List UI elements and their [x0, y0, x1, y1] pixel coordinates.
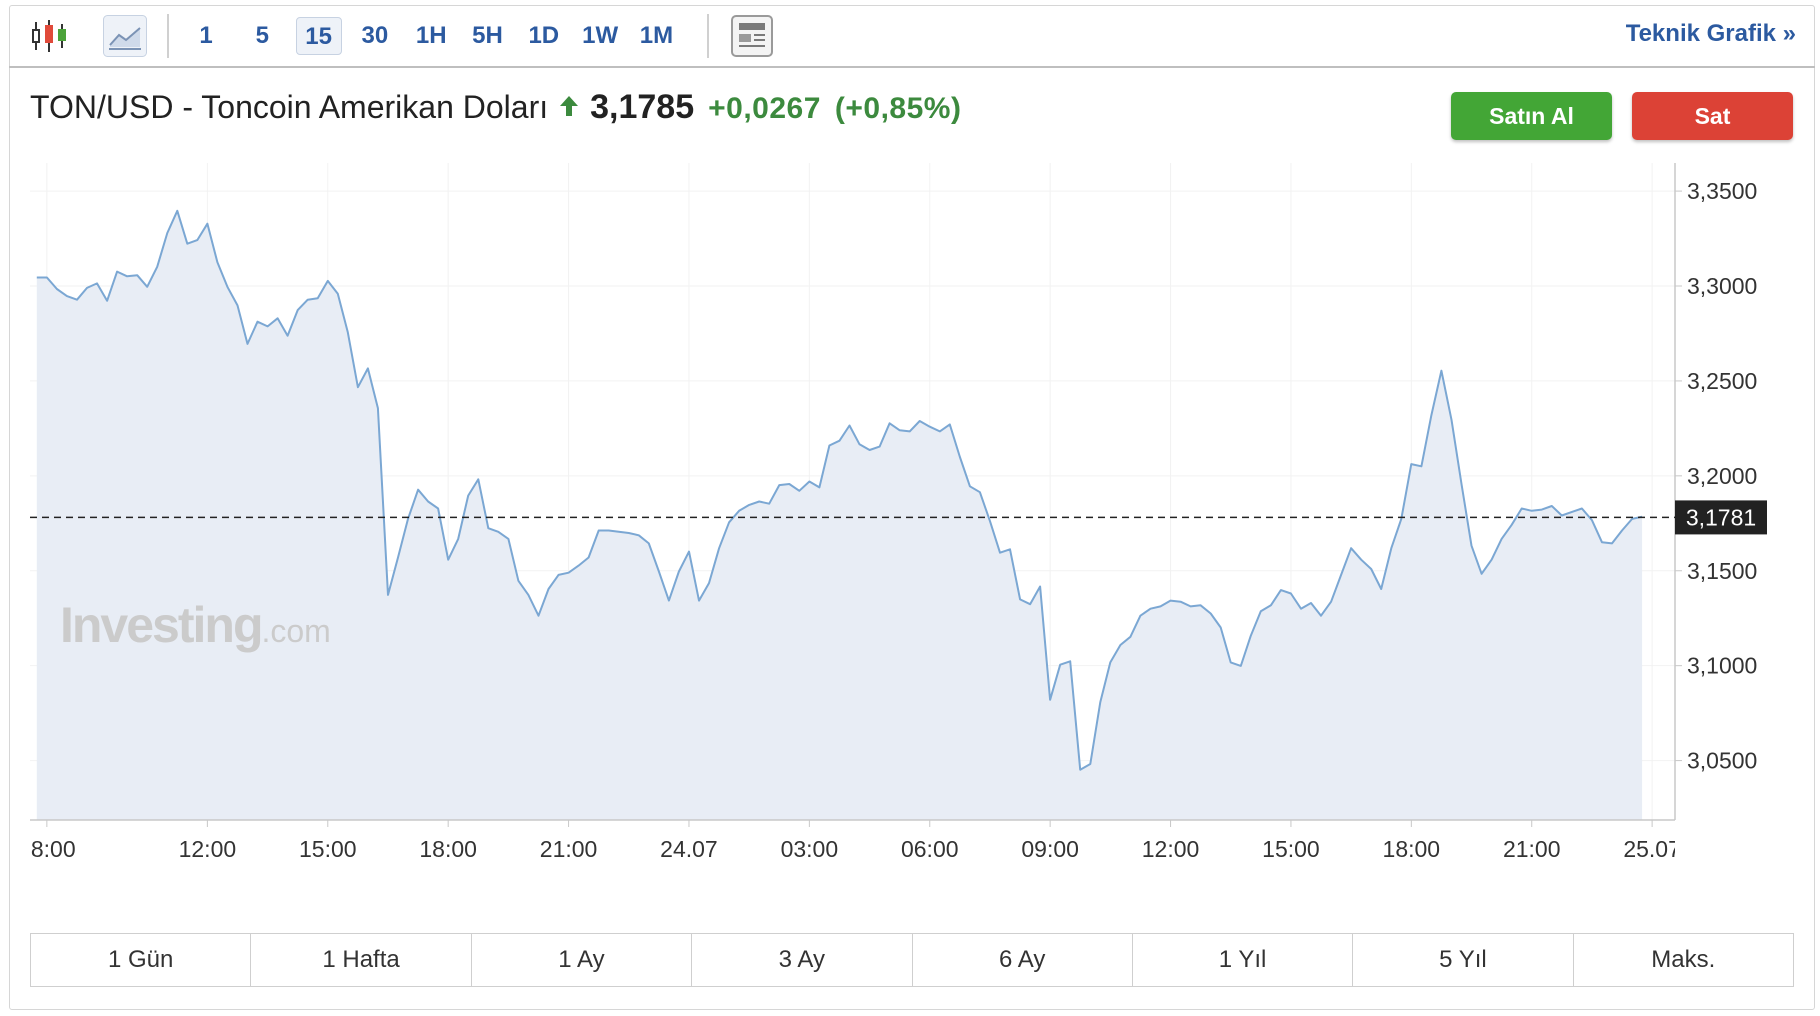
technical-chart-link[interactable]: Teknik Grafik » — [1625, 20, 1796, 47]
watermark-suffix: .com — [261, 613, 331, 649]
y-tick-label: 3,2000 — [1687, 463, 1757, 489]
interval-button[interactable]: 1W — [582, 22, 619, 49]
interval-button[interactable]: 15 — [295, 17, 342, 55]
y-tick-label: 3,3500 — [1687, 178, 1757, 204]
interval-button[interactable]: 1D — [528, 22, 560, 49]
reference-label: 3,1781 — [1686, 504, 1756, 530]
interval-button[interactable]: 1 — [199, 22, 213, 49]
interval-button[interactable]: 1M — [639, 22, 674, 49]
line-chart-icon[interactable] — [103, 15, 147, 57]
last-price: 3,1785 — [590, 88, 695, 126]
toolbar-separator — [167, 14, 169, 58]
widget-frame — [9, 5, 1815, 1010]
x-tick-label: 25.07 — [1623, 836, 1681, 862]
interval-button[interactable]: 1H — [415, 22, 447, 49]
range-button[interactable]: Maks. — [1572, 934, 1793, 986]
x-tick-label: 15:00 — [299, 836, 357, 862]
price-change: +0,0267 — [708, 92, 821, 125]
news-icon[interactable] — [731, 15, 773, 57]
up-arrow — [560, 96, 579, 116]
range-button[interactable]: 3 Ay — [691, 934, 911, 986]
area — [36, 210, 1643, 821]
x-tick-label: 21:00 — [540, 836, 598, 862]
y-tick-label: 3,1500 — [1687, 558, 1757, 584]
toolbar-divider — [9, 66, 1815, 68]
instrument-title: TON/USD - Toncoin Amerikan Doları — [30, 89, 549, 125]
price-change-percent: (+0,85%) — [834, 92, 962, 125]
range-button[interactable]: 1 Gün — [107, 946, 174, 973]
watermark-brand: Investing — [60, 597, 263, 653]
x-tick-label: 03:00 — [781, 836, 839, 862]
x-tick-label: 06:00 — [901, 836, 959, 862]
range-button[interactable]: 6 Ay — [911, 934, 1132, 986]
candlestick-icon[interactable] — [30, 18, 70, 54]
x-tick-label: 18:00 — [1383, 836, 1441, 862]
y-tick-label: 3,3000 — [1687, 273, 1757, 299]
x-tick-label: 08:00 — [18, 836, 76, 862]
x-tick-label: 21:00 — [1503, 836, 1561, 862]
sell-button[interactable]: Sat — [1632, 92, 1793, 140]
range-button[interactable]: 5 Yıl — [1352, 934, 1572, 986]
x-tick-label: 18:00 — [419, 836, 477, 862]
buy-button[interactable]: Satın Al — [1451, 92, 1612, 140]
x-tick-label: 24.07 — [660, 836, 718, 862]
x-tick-label: 12:00 — [1142, 836, 1200, 862]
range-button[interactable]: 1 Hafta — [250, 934, 470, 986]
y-tick-label: 3,2500 — [1687, 368, 1757, 394]
range-button[interactable]: 1 Ay — [470, 934, 691, 986]
x-tick-label: 15:00 — [1262, 836, 1320, 862]
y-tick-label: 3,0500 — [1687, 748, 1757, 774]
interval-button[interactable]: 5 — [255, 22, 269, 49]
range-button[interactable]: 1 Yıl — [1131, 934, 1352, 986]
interval-button[interactable]: 5H — [472, 22, 503, 49]
price-line — [36, 209, 1643, 771]
interval-button[interactable]: 30 — [361, 22, 389, 49]
range-selector: 1 Gün 1 Hafta 1 Ay 3 Ay 6 Ay 1 Yıl 5 Yıl Maks. — [30, 933, 1794, 987]
watermark: Investing.com — [60, 596, 331, 654]
x-labels: 08:00 12:00 15:00 18:00 21:00 24.07 03:00 06:00… — [18, 836, 1681, 862]
toolbar-separator — [707, 14, 709, 58]
header: TON/USD - Toncoin Amerikan Doları 3,1785… — [30, 88, 961, 127]
reference-label-box — [1675, 500, 1767, 535]
x-tick-label: 12:00 — [179, 836, 237, 862]
y-tick-label: 3,1000 — [1687, 653, 1757, 679]
x-tick-label: 09:00 — [1021, 836, 1079, 862]
